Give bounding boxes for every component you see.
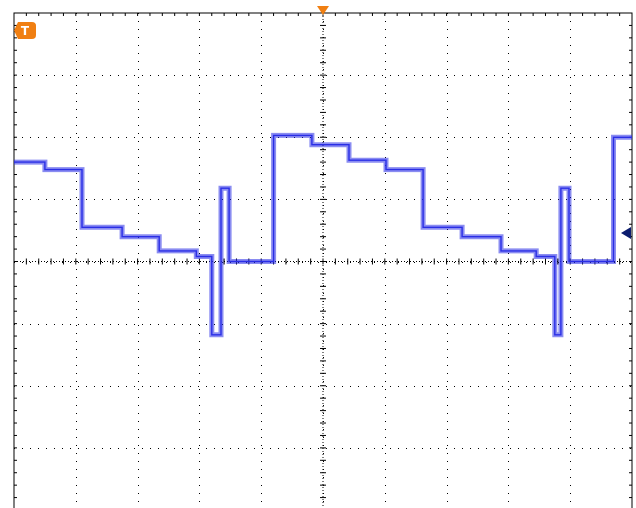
markers: T xyxy=(14,6,631,239)
trigger-position-marker-icon xyxy=(317,6,329,15)
channel-ground-marker-icon xyxy=(621,227,631,239)
trace-line xyxy=(14,134,632,336)
trigger-T-icon: T xyxy=(14,22,36,39)
waveform-trace xyxy=(14,132,632,338)
trigger-label: T xyxy=(21,24,30,38)
